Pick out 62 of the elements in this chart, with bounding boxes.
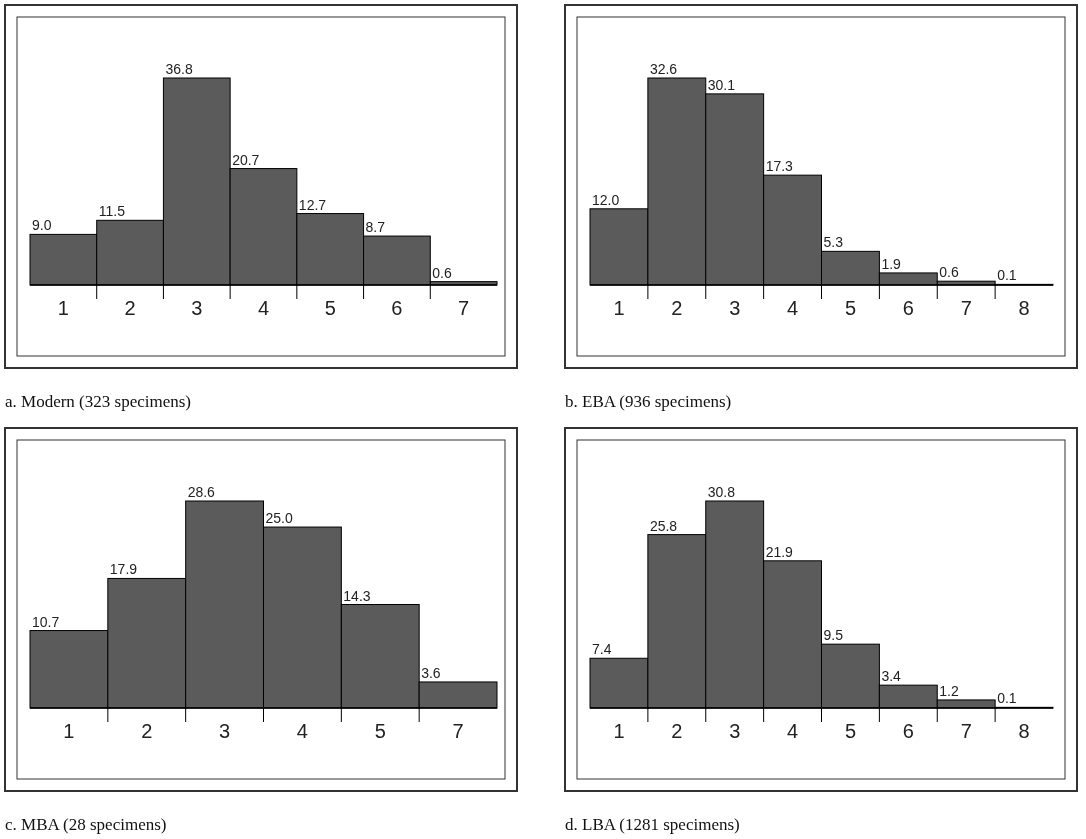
data-label: 12.0 — [592, 191, 620, 208]
text: c. MBA (28 specimens) — [5, 815, 167, 834]
data-label: 21.9 — [765, 543, 794, 560]
data-label: 25.0 — [265, 510, 293, 527]
x-tick-label: 5 — [324, 297, 336, 319]
data-label: 25.8 — [649, 517, 678, 534]
x-tick-label: 3 — [219, 720, 231, 742]
data-label: 20.7 — [232, 151, 260, 168]
data-label: 11.5 — [98, 203, 126, 220]
x-tick-label: 5 — [844, 720, 856, 742]
data-label: 3.6 — [421, 664, 441, 681]
data-label: 3.4 — [881, 668, 902, 685]
x-tick-label: 6 — [391, 297, 403, 319]
x-tick-label: 1 — [613, 720, 625, 742]
x-tick-label: 3 — [729, 720, 741, 742]
x-tick-label: 4 — [787, 720, 799, 742]
x-tick-label: 6 — [902, 720, 914, 742]
x-tick-label: 7 — [960, 297, 972, 319]
data-label: 0.6 — [939, 264, 959, 281]
x-tick-label: 2 — [141, 720, 153, 742]
data-label: 17.3 — [765, 158, 794, 175]
x-tick-label: 1 — [63, 720, 75, 742]
data-label: 28.6 — [187, 484, 216, 500]
x-tick-label: 5 — [374, 720, 386, 742]
data-label: 7.4 — [592, 641, 612, 658]
x-tick-label: 7 — [960, 720, 972, 742]
data-label: 12.7 — [298, 196, 327, 213]
data-label: 8.7 — [365, 219, 386, 236]
x-tick-label: 7 — [458, 297, 470, 319]
x-tick-label: 4 — [257, 297, 270, 319]
data-label: 30.1 — [707, 76, 736, 93]
text: d. LBA (1281 specimens) — [565, 815, 740, 834]
x-tick-label: 2 — [124, 297, 136, 319]
x-tick-label: 6 — [902, 297, 914, 319]
data-label: 9.5 — [823, 627, 844, 644]
x-tick-label: 2 — [671, 720, 683, 742]
data-label: 30.8 — [707, 484, 736, 500]
data-label: 14.3 — [343, 587, 371, 604]
data-label: 0.1 — [997, 690, 1017, 707]
text: a. Modern (323 specimens) — [5, 392, 192, 411]
data-label: 5.3 — [823, 234, 844, 251]
data-label: 36.8 — [165, 61, 193, 77]
data-label: 0.1 — [997, 267, 1017, 284]
data-label: 17.9 — [109, 561, 138, 578]
x-tick-label: 1 — [613, 297, 625, 319]
data-label: 0.6 — [432, 264, 452, 281]
data-label: 10.7 — [32, 613, 60, 630]
x-tick-label: 8 — [1018, 297, 1030, 319]
data-label: 9.0 — [32, 217, 52, 234]
x-tick-label: 3 — [729, 297, 741, 319]
data-label: 1.2 — [939, 682, 959, 699]
x-tick-label: 2 — [671, 297, 683, 319]
x-tick-label: 5 — [844, 297, 856, 319]
x-tick-label: 3 — [191, 297, 203, 319]
x-tick-label: 4 — [296, 720, 308, 742]
data-label: 1.9 — [881, 255, 902, 272]
x-tick-label: 4 — [787, 297, 799, 319]
x-tick-label: 1 — [57, 297, 69, 319]
x-tick-label: 8 — [1018, 720, 1030, 742]
x-tick-label: 7 — [452, 720, 464, 742]
text: b. EBA (936 specimens) — [565, 392, 732, 411]
data-label: 32.6 — [649, 61, 678, 77]
